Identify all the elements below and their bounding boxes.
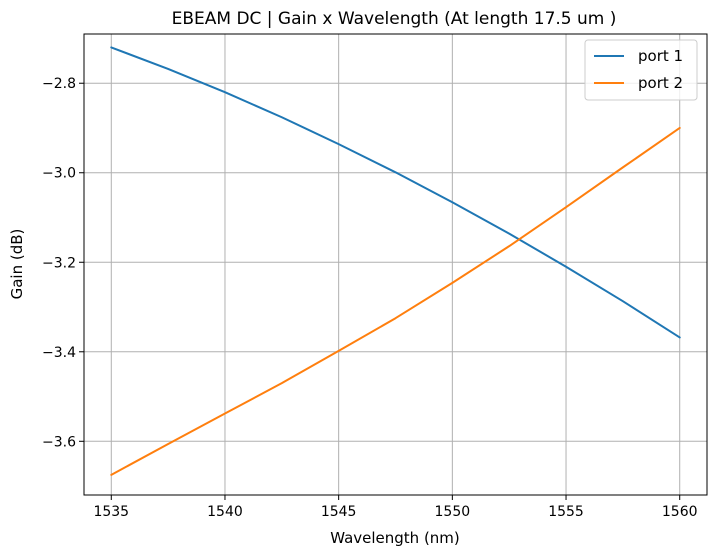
plot-series: [110, 46, 681, 476]
legend-label-port-2: port 2: [638, 74, 683, 92]
x-tick-label: 1535: [93, 504, 129, 520]
x-tick-label: 1540: [207, 504, 243, 520]
x-axis-ticks: 1535 1540 1545 1550 1555 1560: [93, 495, 698, 520]
series-line-port-2: [110, 126, 681, 476]
series-line-port-1: [110, 46, 681, 339]
y-tick-label: −3.6: [42, 434, 76, 450]
chart-title: EBEAM DC | Gain x Wavelength (At length …: [172, 9, 617, 29]
grid-lines: [84, 34, 707, 495]
legend-label-port-1: port 1: [638, 47, 683, 65]
y-tick-label: −3.0: [42, 166, 76, 182]
x-tick-label: 1560: [662, 504, 698, 520]
x-tick-label: 1555: [548, 504, 584, 520]
y-axis-label: Gain (dB): [8, 229, 26, 300]
plot-frame: [83, 33, 708, 496]
y-axis-ticks: −2.8 −3.0 −3.2 −3.4 −3.6: [42, 76, 84, 450]
y-tick-label: −3.2: [42, 255, 76, 271]
x-tick-label: 1550: [435, 504, 471, 520]
y-tick-label: −2.8: [42, 76, 76, 92]
legend: port 1 port 2: [584, 39, 698, 101]
x-axis-label: Wavelength (nm): [330, 529, 460, 547]
y-tick-label: −3.4: [42, 345, 76, 361]
x-tick-label: 1545: [321, 504, 357, 520]
